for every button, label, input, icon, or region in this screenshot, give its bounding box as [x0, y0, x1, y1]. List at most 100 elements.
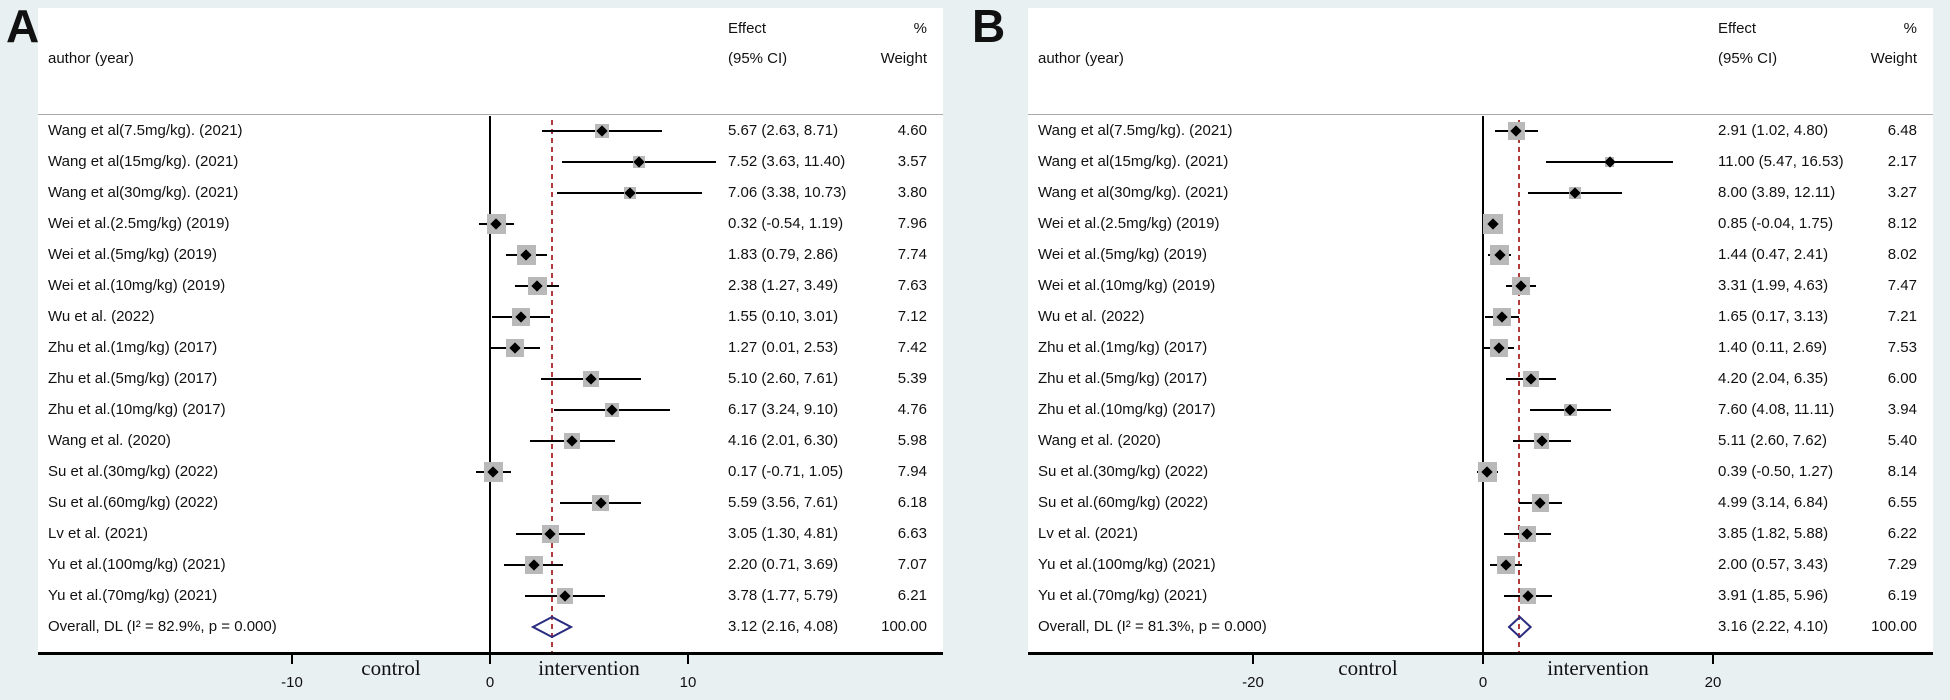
study-label: Wang et al. (2020)	[48, 432, 171, 449]
column-header-effect: Effect	[728, 20, 767, 37]
weight-value: 8.14	[1887, 463, 1917, 480]
weight-value: 2.17	[1887, 153, 1917, 170]
effect-ci-value: 3.31 (1.99, 4.63)	[1718, 277, 1829, 294]
column-header-percent: %	[913, 20, 927, 37]
weight-value: 5.98	[897, 432, 927, 449]
effect-ci-value: 4.20 (2.04, 6.35)	[1718, 370, 1829, 387]
study-label: Wu et al. (2022)	[48, 308, 155, 325]
intervention-zone-label: intervention	[538, 656, 640, 680]
weight-value: 6.48	[1887, 122, 1917, 139]
study-label: Zhu et al.(10mg/kg) (2017)	[48, 401, 226, 418]
plot-background	[1028, 8, 1933, 652]
study-label: Yu et al.(70mg/kg) (2021)	[48, 587, 218, 604]
study-label: Lv et al. (2021)	[1038, 525, 1139, 542]
study-label: Wei et al.(2.5mg/kg) (2019)	[1038, 215, 1220, 232]
effect-ci-value: 1.44 (0.47, 2.41)	[1718, 246, 1829, 263]
intervention-zone-label: intervention	[1547, 656, 1649, 680]
overall-weight-value: 100.00	[881, 618, 927, 635]
effect-ci-value: 5.11 (2.60, 7.62)	[1718, 432, 1827, 449]
effect-ci-value: 2.38 (1.27, 3.49)	[728, 277, 839, 294]
overall-weight-value: 100.00	[1871, 618, 1917, 635]
overall-label: Overall, DL (I² = 82.9%, p = 0.000)	[48, 618, 277, 635]
effect-ci-value: 7.60 (4.08, 11.11)	[1718, 401, 1835, 418]
effect-ci-value: 5.59 (3.56, 7.61)	[728, 494, 839, 511]
x-axis-tick-label: 20	[1704, 674, 1722, 691]
panel-label-a: A	[6, 0, 40, 52]
header-divider	[1028, 114, 1933, 115]
weight-value: 7.53	[1887, 339, 1917, 356]
effect-ci-value: 5.10 (2.60, 7.61)	[728, 370, 839, 387]
study-label: Yu et al.(70mg/kg) (2021)	[1038, 587, 1208, 604]
effect-ci-value: 5.67 (2.63, 8.71)	[728, 122, 839, 139]
overall-diamond	[530, 615, 573, 644]
study-label: Su et al.(30mg/kg) (2022)	[1038, 463, 1209, 480]
overall-effect-ci-value: 3.16 (2.22, 4.10)	[1718, 618, 1829, 635]
column-header-weight: Weight	[1870, 50, 1917, 67]
study-label: Wang et al(7.5mg/kg). (2021)	[1038, 122, 1233, 139]
weight-value: 5.40	[1887, 432, 1917, 449]
weight-value: 7.12	[897, 308, 927, 325]
overall-diamond	[1507, 615, 1533, 644]
study-label: Wei et al.(5mg/kg) (2019)	[48, 246, 217, 263]
effect-ci-value: 3.05 (1.30, 4.81)	[728, 525, 839, 542]
effect-ci-value: 3.91 (1.85, 5.96)	[1718, 587, 1829, 604]
column-header-weight: Weight	[880, 50, 927, 67]
effect-ci-value: 8.00 (3.89, 12.11)	[1718, 184, 1836, 201]
effect-ci-value: 0.32 (-0.54, 1.19)	[728, 215, 844, 232]
study-label: Wang et al(30mg/kg). (2021)	[1038, 184, 1229, 201]
column-header-author: author (year)	[48, 50, 134, 67]
study-label: Zhu et al.(10mg/kg) (2017)	[1038, 401, 1216, 418]
study-label: Wei et al.(10mg/kg) (2019)	[48, 277, 226, 294]
weight-value: 7.74	[897, 246, 927, 263]
weight-value: 6.22	[1887, 525, 1917, 542]
column-header-effect: Effect	[1718, 20, 1757, 37]
weight-value: 7.47	[1887, 277, 1917, 294]
study-label: Lv et al. (2021)	[48, 525, 149, 542]
weight-value: 6.19	[1887, 587, 1917, 604]
effect-ci-value: 0.85 (-0.04, 1.75)	[1718, 215, 1834, 232]
weight-value: 7.29	[1887, 556, 1917, 573]
study-label: Wei et al.(10mg/kg) (2019)	[1038, 277, 1216, 294]
header-divider	[38, 114, 943, 115]
x-axis-line	[1028, 652, 1933, 655]
effect-ci-value: 6.17 (3.24, 9.10)	[728, 401, 839, 418]
x-axis-tick-label: 0	[485, 674, 495, 691]
overall-label: Overall, DL (I² = 81.3%, p = 0.000)	[1038, 618, 1267, 635]
effect-ci-value: 11.00 (5.47, 16.53)	[1718, 153, 1844, 170]
effect-ci-value: 2.91 (1.02, 4.80)	[1718, 122, 1829, 139]
overall-effect-ci-value: 3.12 (2.16, 4.08)	[728, 618, 839, 635]
effect-ci-value: 7.06 (3.38, 10.73)	[728, 184, 847, 201]
x-axis-tick	[1252, 655, 1254, 664]
study-label: Su et al.(60mg/kg) (2022)	[1038, 494, 1209, 511]
weight-value: 7.42	[897, 339, 927, 356]
study-label: Wu et al. (2022)	[1038, 308, 1145, 325]
study-label: Wang et al. (2020)	[1038, 432, 1161, 449]
study-label: Zhu et al.(1mg/kg) (2017)	[48, 339, 218, 356]
x-axis-tick-label: 10	[679, 674, 697, 691]
weight-value: 7.96	[897, 215, 927, 232]
effect-ci-value: 4.16 (2.01, 6.30)	[728, 432, 839, 449]
x-axis-tick	[489, 655, 491, 664]
zero-reference-line	[1482, 116, 1484, 652]
effect-ci-value: 1.40 (0.11, 2.69)	[1718, 339, 1827, 356]
effect-ci-value: 1.83 (0.79, 2.86)	[728, 246, 839, 263]
effect-ci-value: 3.85 (1.82, 5.88)	[1718, 525, 1829, 542]
x-axis-tick-label: -10	[281, 674, 303, 691]
weight-value: 3.57	[897, 153, 927, 170]
study-label: Zhu et al.(5mg/kg) (2017)	[1038, 370, 1208, 387]
column-header-effect-ci: (95% CI)	[1718, 50, 1778, 67]
study-label: Yu et al.(100mg/kg) (2021)	[48, 556, 226, 573]
effect-ci-value: 0.39 (-0.50, 1.27)	[1718, 463, 1834, 480]
weight-value: 3.27	[1887, 184, 1917, 201]
weight-value: 5.39	[897, 370, 927, 387]
control-zone-label: control	[1338, 656, 1398, 680]
study-label: Su et al.(30mg/kg) (2022)	[48, 463, 219, 480]
study-label: Yu et al.(100mg/kg) (2021)	[1038, 556, 1216, 573]
x-axis-tick	[291, 655, 293, 664]
effect-ci-value: 4.99 (3.14, 6.84)	[1718, 494, 1829, 511]
study-label: Wang et al(15mg/kg). (2021)	[48, 153, 239, 170]
effect-ci-value: 0.17 (-0.71, 1.05)	[728, 463, 844, 480]
weight-value: 6.18	[897, 494, 927, 511]
study-label: Wang et al(30mg/kg). (2021)	[48, 184, 239, 201]
